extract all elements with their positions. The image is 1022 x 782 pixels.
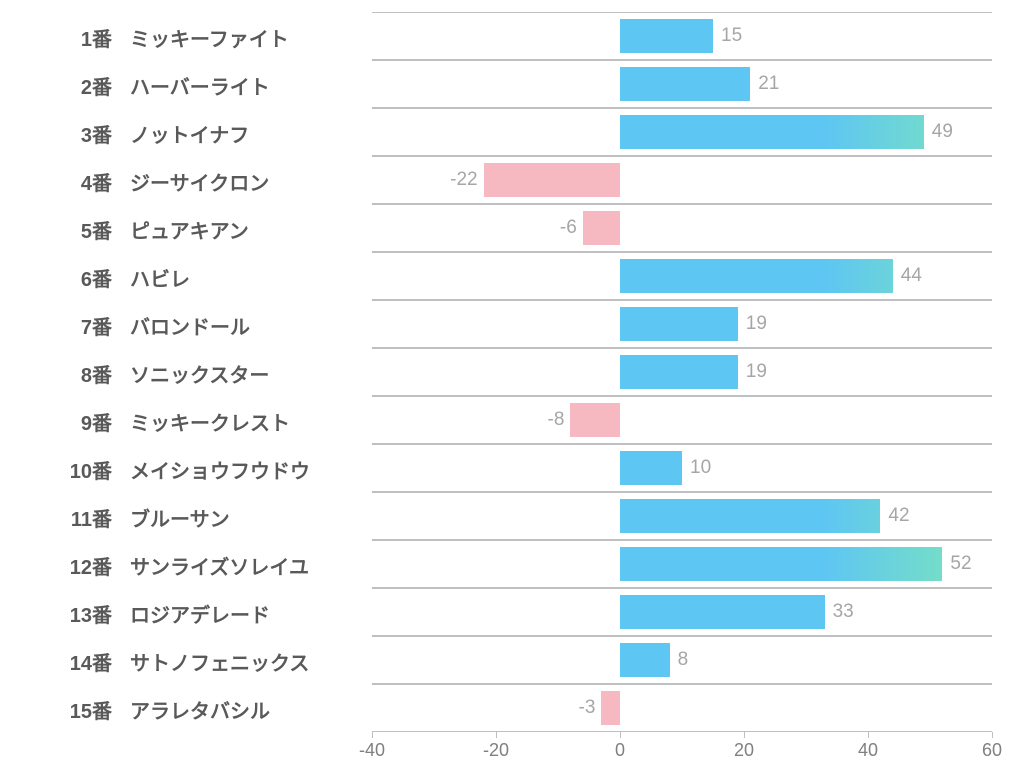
row-name: ノットイナフ [130,119,370,148]
row-number: 5番 [22,215,112,244]
bar-positive [620,547,942,582]
bar-positive [620,19,713,54]
row-number: 3番 [22,119,112,148]
bar: -8 [372,396,992,444]
bar-positive [620,67,750,102]
bar: 15 [372,12,992,60]
bar-positive [620,307,738,342]
bar: 42 [372,492,992,540]
row-number: 4番 [22,167,112,196]
bar-positive [620,115,924,150]
bar-negative [601,691,620,726]
x-tick-label: 40 [858,740,878,761]
bar-value-label: 10 [690,457,711,479]
row-name: ピュアキアン [130,215,370,244]
bar: 8 [372,636,992,684]
bar-value-label: 33 [833,601,854,623]
chart-container: 15 21 49 -22 -6 44 19 19 -8 10 42 52 33 8 -3 1番ミッキーファイ… [0,0,1022,782]
x-tick [992,732,993,738]
row-name: サトノフェニックス [130,647,370,676]
bar-value-label: 49 [932,121,953,143]
bar: -3 [372,684,992,732]
bar-positive [620,355,738,390]
row-name: ロジアデレード [130,599,370,628]
x-tick-label: 0 [615,740,625,761]
bar-positive [620,451,682,486]
x-tick [620,732,621,738]
row-name: ジーサイクロン [130,167,370,196]
bar-positive [620,643,670,678]
row-name: アラレタバシル [130,695,370,724]
plot-area: 15 21 49 -22 -6 44 19 19 -8 10 42 52 33 8 -3 [372,12,992,732]
row-name: ミッキークレスト [130,407,370,436]
row-number: 11番 [22,503,112,532]
bar: 21 [372,60,992,108]
bar: 52 [372,540,992,588]
row-name: ソニックスター [130,359,370,388]
bar-value-label: 8 [678,649,689,671]
x-tick-label: 60 [982,740,1002,761]
bar-value-label: 19 [746,313,767,335]
bar: -22 [372,156,992,204]
bar-positive [620,259,893,294]
bar-value-label: 19 [746,361,767,383]
bar-positive [620,499,880,534]
row-number: 9番 [22,407,112,436]
x-tick-label: 20 [734,740,754,761]
row-name: ハーバーライト [130,71,370,100]
bar-value-label: 21 [758,73,779,95]
row-number: 10番 [22,455,112,484]
x-tick [868,732,869,738]
x-tick-label: -20 [483,740,509,761]
row-name: メイショウフウドウ [130,455,370,484]
bar-value-label: -22 [450,169,477,191]
row-number: 15番 [22,695,112,724]
row-name: ブルーサン [130,503,370,532]
bar-positive [620,595,825,630]
bar: -6 [372,204,992,252]
bar: 19 [372,300,992,348]
bar-value-label: -6 [560,217,577,239]
bar-value-label: 15 [721,25,742,47]
bar: 19 [372,348,992,396]
row-number: 6番 [22,263,112,292]
row-number: 7番 [22,311,112,340]
bar: 44 [372,252,992,300]
bar-value-label: 52 [950,553,971,575]
x-tick [496,732,497,738]
bar: 10 [372,444,992,492]
row-name: ミッキーファイト [130,23,370,52]
row-number: 12番 [22,551,112,580]
row-number: 1番 [22,23,112,52]
row-name: バロンドール [130,311,370,340]
bar: 33 [372,588,992,636]
row-number: 8番 [22,359,112,388]
row-name: ハビレ [130,263,370,292]
bar-value-label: 42 [888,505,909,527]
bar-value-label: -8 [548,409,565,431]
bar-negative [570,403,620,438]
bar-negative [583,211,620,246]
row-number: 2番 [22,71,112,100]
bar-value-label: -3 [579,697,596,719]
bar: 49 [372,108,992,156]
x-tick [372,732,373,738]
bar-negative [484,163,620,198]
bar-value-label: 44 [901,265,922,287]
row-name: サンライズソレイユ [130,551,370,580]
row-number: 14番 [22,647,112,676]
row-number: 13番 [22,599,112,628]
x-tick [744,732,745,738]
x-tick-label: -40 [359,740,385,761]
